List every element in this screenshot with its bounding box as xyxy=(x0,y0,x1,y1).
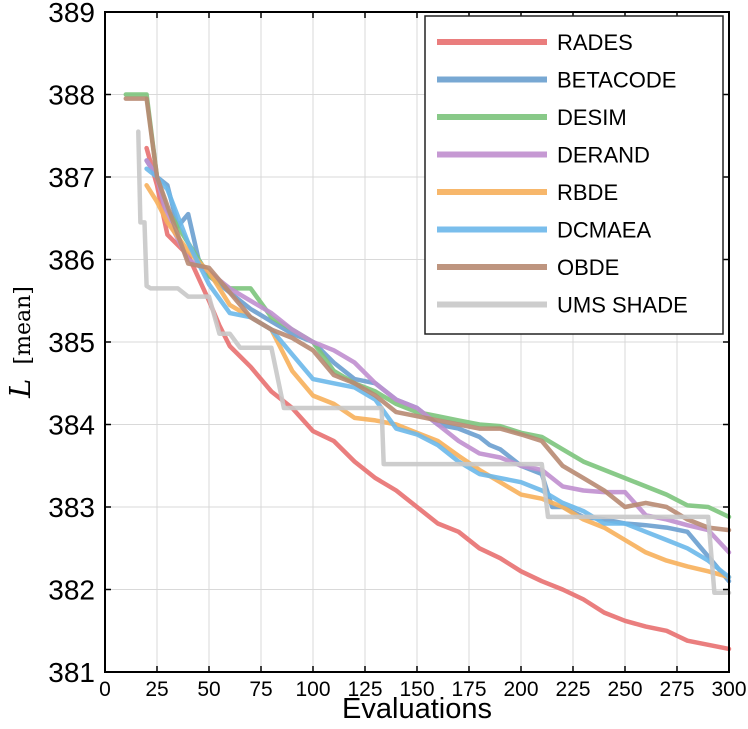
legend-label: UMS SHADE xyxy=(557,293,688,318)
y-tick-label: 389 xyxy=(48,0,95,28)
legend: RADES BETACODE DESIM DERAND RBDE DCMAEA OBDE UM… xyxy=(424,15,724,335)
y-axis-symbol: L xyxy=(3,379,37,399)
x-tick-label: 25 xyxy=(145,678,168,701)
x-tick-label: 200 xyxy=(503,678,538,701)
legend-label: OBDE xyxy=(557,255,619,280)
x-axis-title: Evaluations xyxy=(342,693,492,725)
series-line-dcmaea xyxy=(144,166,732,580)
series-line-obde xyxy=(123,96,732,533)
legend-label: DERAND xyxy=(557,143,650,168)
legend-label: RBDE xyxy=(557,180,618,205)
x-tick-label: 125 xyxy=(347,678,382,701)
y-axis-ticks: 381 382 383 384 385 386 387 388 389 xyxy=(48,0,729,688)
series-line-ums-shade xyxy=(136,129,732,596)
x-tick-label: 275 xyxy=(659,678,694,701)
legend-label: RADES xyxy=(557,30,633,55)
x-tick-label: 75 xyxy=(249,678,272,701)
legend-box xyxy=(424,15,724,335)
x-tick-label: 150 xyxy=(399,678,434,701)
y-tick-label: 385 xyxy=(48,327,95,358)
series-lines xyxy=(123,92,732,652)
legend-label: BETACODE xyxy=(557,68,676,93)
y-tick-label: 387 xyxy=(48,162,95,193)
x-tick-label: 250 xyxy=(607,678,642,701)
x-axis-ticks: 0 25 50 75 100 125 150 175 200 225 250 275 300 xyxy=(99,12,747,701)
x-tick-label: 175 xyxy=(451,678,486,701)
y-tick-label: 386 xyxy=(48,245,95,276)
legend-label: DCMAEA xyxy=(557,218,651,243)
legend-label: DESIM xyxy=(557,105,627,130)
y-tick-label: 383 xyxy=(48,492,95,523)
y-tick-label: 382 xyxy=(48,575,95,606)
x-tick-label: 300 xyxy=(711,678,746,701)
x-tick-label: 100 xyxy=(295,678,330,701)
svg-text:L [mean]: L [mean] xyxy=(3,286,37,399)
x-tick-label: 225 xyxy=(555,678,590,701)
y-tick-label: 381 xyxy=(48,657,95,688)
y-tick-label: 384 xyxy=(48,410,95,441)
x-tick-label: 0 xyxy=(99,678,111,701)
y-tick-label: 388 xyxy=(48,80,95,111)
y-axis-subscript: [mean] xyxy=(11,286,36,364)
x-tick-label: 50 xyxy=(197,678,220,701)
y-axis-title: L [mean] xyxy=(3,286,37,399)
